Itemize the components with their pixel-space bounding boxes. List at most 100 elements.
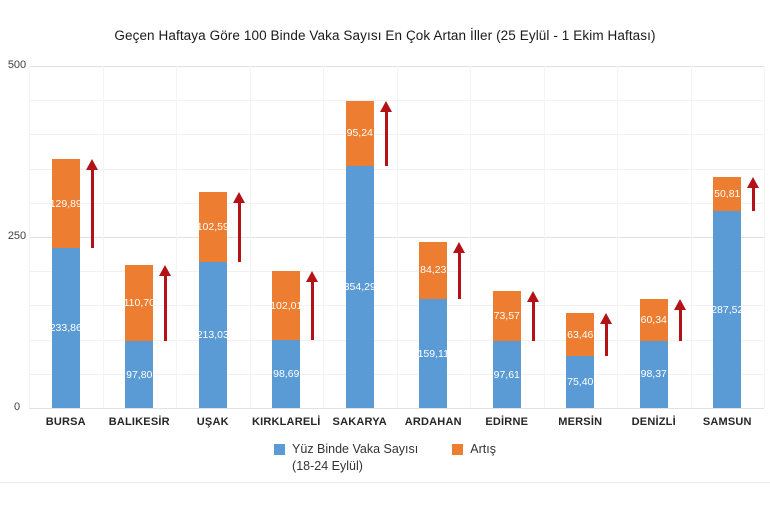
v-gridline xyxy=(396,66,398,408)
bar-value-label-vaka: 287,52 xyxy=(711,303,744,316)
arrow-head xyxy=(747,176,760,188)
bar-segment-vaka-sayisi: 159,11 xyxy=(417,299,449,408)
arrow-shaft xyxy=(90,167,94,249)
bar-value-label-artis: 102,01 xyxy=(270,299,303,312)
legend-item-artis: Artış xyxy=(452,441,496,458)
y-axis-tick-label: 0 xyxy=(13,401,21,413)
arrow-shaft xyxy=(458,249,462,300)
increase-arrow-icon xyxy=(526,290,540,342)
increase-arrow-icon xyxy=(306,270,319,341)
x-axis-category-label: ARDAHAN xyxy=(404,416,462,428)
y-axis-tick-label: 500 xyxy=(7,59,27,71)
v-gridline xyxy=(323,66,324,408)
x-axis-category-label: BALIKESİR xyxy=(108,416,170,428)
bar-segment-vaka-sayisi: 97,80 xyxy=(125,341,154,408)
bar-segment-vaka-sayisi: 97,61 xyxy=(492,341,521,408)
arrow-shaft xyxy=(752,184,756,212)
v-gridline xyxy=(102,66,104,408)
v-gridline xyxy=(470,66,471,408)
bar-segment-vaka-sayisi: 213,03 xyxy=(196,262,229,408)
bar-value-label-artis: 50,81 xyxy=(714,187,741,200)
bar-segment-artis: 129,89 xyxy=(49,159,82,249)
x-axis-category-label: SAMSUN xyxy=(702,416,752,428)
bar-segment-vaka-sayisi: 233,86 xyxy=(49,248,82,408)
legend-label-vaka-sayisi: Yüz Binde Vaka Sayısı (18-24 Eylül) xyxy=(292,441,418,475)
x-axis-category-label: UŞAK xyxy=(196,416,229,428)
increase-arrow-icon xyxy=(453,241,466,300)
arrow-head xyxy=(232,192,245,204)
x-axis-category-label: DENİZLİ xyxy=(631,416,676,428)
legend-swatch-orange-icon xyxy=(452,444,464,455)
increase-arrow-icon xyxy=(85,159,99,249)
arrow-head xyxy=(306,270,319,282)
v-gridline xyxy=(543,66,545,408)
bar-segment-vaka-sayisi: 354,29 xyxy=(343,165,376,408)
x-axis-category-label: KIRKLARELİ xyxy=(251,416,321,428)
legend-label-line2: (18-24 Eylül) xyxy=(292,458,363,473)
bar-segment-artis: 102,01 xyxy=(270,270,303,341)
v-gridline xyxy=(764,66,765,408)
bar-value-label-artis: 63,46 xyxy=(567,328,594,341)
x-axis-category-label: MERSİN xyxy=(558,416,603,428)
arrow-head xyxy=(673,299,686,311)
bar-value-label-vaka: 354,29 xyxy=(343,280,376,293)
x-axis-category-label: BURSA xyxy=(45,416,86,428)
bar-value-label-vaka: 159,11 xyxy=(417,347,449,360)
bar-segment-artis: 63,46 xyxy=(566,313,595,357)
bar-value-label-artis: 95,24 xyxy=(346,127,373,140)
bar-value-label-artis: 110,70 xyxy=(123,297,155,310)
bar-segment-artis: 102,59 xyxy=(197,192,229,263)
bar-segment-vaka-sayisi: 98,37 xyxy=(639,340,668,408)
arrow-shaft xyxy=(605,321,609,357)
x-axis-category-label: SAKARYA xyxy=(332,416,387,428)
increase-arrow-icon xyxy=(747,176,760,212)
bar-value-label-vaka: 98,37 xyxy=(640,368,667,381)
arrow-head xyxy=(453,241,466,253)
arrow-shaft xyxy=(531,298,535,342)
arrow-shaft xyxy=(237,200,241,263)
bar-segment-artis: 110,70 xyxy=(123,265,155,342)
bar-value-label-vaka: 233,86 xyxy=(49,322,82,334)
arrow-head xyxy=(526,290,539,302)
bar-segment-vaka-sayisi: 287,52 xyxy=(711,211,744,408)
bar-segment-artis: 50,81 xyxy=(713,176,742,212)
bar-segment-artis: 84,23 xyxy=(419,241,448,300)
arrow-shaft xyxy=(311,278,315,341)
bar-segment-artis: 60,34 xyxy=(639,299,668,341)
x-axis-category-label: EDİRNE xyxy=(485,416,529,428)
increase-arrow-icon xyxy=(159,265,172,342)
v-gridline xyxy=(176,66,177,408)
y-axis-tick-label: 250 xyxy=(7,230,27,242)
h-gridline xyxy=(29,408,764,409)
v-gridline xyxy=(249,66,251,408)
arrow-head xyxy=(600,313,613,325)
chart-legend: Yüz Binde Vaka Sayısı (18-24 Eylül) Artı… xyxy=(0,441,770,475)
bar-value-label-vaka: 213,03 xyxy=(196,329,229,342)
chart-title: Geçen Haftaya Göre 100 Binde Vaka Sayısı… xyxy=(114,28,656,43)
arrow-shaft xyxy=(164,273,168,342)
bar-value-label-artis: 60,34 xyxy=(640,314,667,327)
increase-arrow-icon xyxy=(673,299,687,341)
increase-arrow-icon xyxy=(232,192,246,263)
bar-value-label-vaka: 75,40 xyxy=(567,376,594,389)
legend-label-line1: Yüz Binde Vaka Sayısı xyxy=(292,442,419,456)
arrow-head xyxy=(85,159,98,171)
bar-value-label-vaka: 97,61 xyxy=(493,368,520,381)
bar-segment-vaka-sayisi: 98,69 xyxy=(272,340,301,408)
increase-arrow-icon xyxy=(600,313,613,357)
arrow-shaft xyxy=(678,307,682,341)
bottom-divider xyxy=(0,482,770,483)
bar-value-label-vaka: 97,80 xyxy=(126,368,153,381)
bar-value-label-vaka: 98,69 xyxy=(273,368,300,381)
v-gridline xyxy=(617,66,618,408)
legend-item-vaka-sayisi: Yüz Binde Vaka Sayısı (18-24 Eylül) xyxy=(274,441,418,475)
arrow-head xyxy=(159,265,172,277)
arrow-head xyxy=(379,100,392,112)
v-gridline xyxy=(29,66,30,408)
bar-value-label-artis: 129,89 xyxy=(49,197,82,210)
bar-value-label-artis: 84,23 xyxy=(420,264,447,277)
arrow-shaft xyxy=(384,108,388,166)
bar-value-label-artis: 73,57 xyxy=(493,310,520,323)
